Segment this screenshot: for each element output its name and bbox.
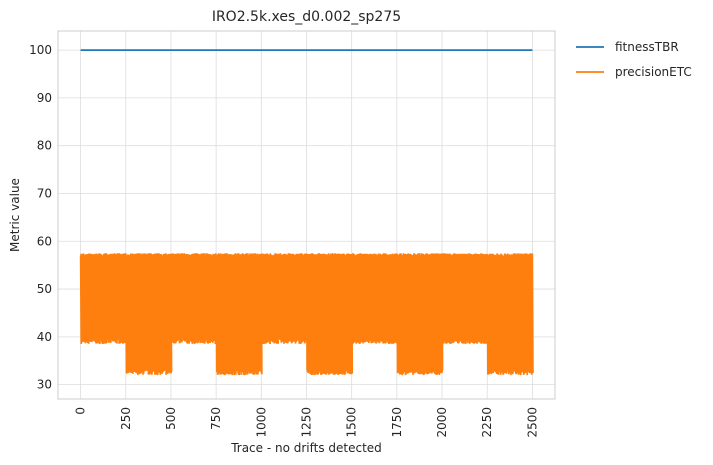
x-tick-label: 2000 [435,407,449,438]
y-tick-label: 70 [37,186,52,200]
legend: fitnessTBR precisionETC [576,40,692,79]
y-tick-label: 40 [37,330,52,344]
y-tick-label: 60 [37,234,52,248]
x-tick-label: 1000 [254,407,268,438]
x-tick-label: 1500 [345,407,359,438]
x-tick-label: 1750 [390,407,404,438]
x-tick-label: 750 [209,407,223,430]
x-tick-label: 0 [74,407,88,415]
legend-label-precisionetc: precisionETC [615,65,692,79]
y-axis-title: Metric value [8,178,22,252]
series-line-precisionetc [79,253,534,376]
y-axis: 30 40 50 60 70 80 90 100 [29,43,52,392]
x-tick-label: 2250 [480,407,494,438]
x-axis-title: Trace - no drifts detected [230,441,382,455]
x-tick-label: 250 [119,407,133,430]
chart-title: IRO2.5k.xes_d0.002_sp275 [212,9,401,25]
series-layer [79,49,534,376]
plot-frame [57,30,556,400]
y-tick-label: 50 [37,282,52,296]
y-tick-label: 100 [29,43,52,57]
y-tick-label: 30 [37,378,52,392]
x-axis: 0 250 500 750 1000 1250 1500 1750 2000 2250 2500 [74,407,540,438]
x-tick-label: 500 [164,407,178,430]
legend-label-fitnesstbr: fitnessTBR [615,40,679,54]
x-tick-label: 2500 [525,407,539,438]
y-tick-label: 90 [37,91,52,105]
x-tick-label: 1250 [300,407,314,438]
y-tick-label: 80 [37,139,52,153]
